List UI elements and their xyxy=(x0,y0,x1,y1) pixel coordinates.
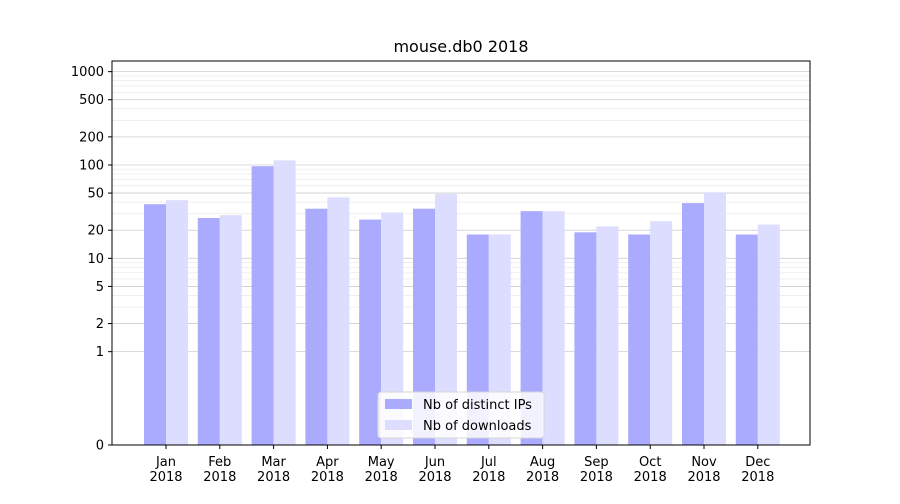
bars xyxy=(144,160,780,446)
y-tick-label: 5 xyxy=(96,280,104,295)
x-tick-label: Feb 2018 xyxy=(203,455,236,485)
x-tick-label: Nov 2018 xyxy=(687,455,720,485)
y-tick-label: 20 xyxy=(87,224,104,239)
y-tick-label: 0 xyxy=(96,439,104,454)
bar-downloads xyxy=(704,192,726,445)
bar-distinct-ips xyxy=(413,208,435,445)
y-tick-label: 10 xyxy=(87,252,104,267)
legend-label: Nb of downloads xyxy=(423,419,532,434)
y-tick-label: 50 xyxy=(87,187,104,202)
chart-title: mouse.db0 2018 xyxy=(393,37,528,56)
x-tick-label: Dec 2018 xyxy=(741,455,774,485)
bar-distinct-ips xyxy=(359,219,382,445)
x-tick-label: Jan 2018 xyxy=(149,455,182,485)
x-tick-label: Oct 2018 xyxy=(634,455,667,485)
legend-swatch xyxy=(385,420,412,430)
y-tick-label: 200 xyxy=(79,130,104,145)
bar-downloads xyxy=(381,212,404,445)
legend-box xyxy=(377,391,545,439)
bar-downloads xyxy=(650,221,673,445)
bar-downloads xyxy=(435,193,457,445)
bar-distinct-ips xyxy=(251,166,274,446)
bar-distinct-ips xyxy=(144,204,166,445)
bar-distinct-ips xyxy=(574,232,597,445)
bar-downloads xyxy=(542,211,565,445)
bar-downloads xyxy=(166,200,188,445)
bar-downloads xyxy=(757,224,780,445)
y-axis: 0 1 2 5 10 20 50 100 200 500 1000 xyxy=(71,65,112,454)
bar-downloads xyxy=(273,160,296,445)
y-tick-label: 2 xyxy=(96,317,104,332)
y-tick-label: 1000 xyxy=(71,65,104,80)
plot-frame xyxy=(111,60,811,446)
x-tick-label: Mar 2018 xyxy=(257,455,290,485)
bar-distinct-ips xyxy=(628,234,651,445)
bar-distinct-ips xyxy=(305,208,328,445)
legend-swatch xyxy=(385,399,412,409)
bar-downloads xyxy=(327,197,350,445)
bar-downloads xyxy=(219,215,242,445)
y-tick-label: 100 xyxy=(79,158,104,173)
legend-label: Nb of distinct IPs xyxy=(423,398,532,413)
bar-distinct-ips xyxy=(682,203,704,445)
bar-distinct-ips xyxy=(197,218,220,445)
bar-downloads xyxy=(596,226,619,445)
x-axis: Jan 2018 Feb 2018 Mar 2018 Apr 2018 May 2018 Jun 20… xyxy=(149,445,774,485)
x-tick-label: Aug 2018 xyxy=(526,455,559,485)
x-tick-label: Jul 2018 xyxy=(472,455,505,485)
bar-distinct-ips xyxy=(520,211,543,445)
x-tick-label: Sep 2018 xyxy=(580,455,613,485)
bar-distinct-ips xyxy=(735,234,758,445)
y-tick-label: 500 xyxy=(79,93,104,108)
x-tick-label: Apr 2018 xyxy=(311,455,344,485)
x-tick-label: Jun 2018 xyxy=(418,455,451,485)
x-tick-label: May 2018 xyxy=(365,455,398,485)
legend: Nb of distinct IPs Nb of downloads xyxy=(377,391,545,439)
y-tick-label: 1 xyxy=(96,345,104,360)
